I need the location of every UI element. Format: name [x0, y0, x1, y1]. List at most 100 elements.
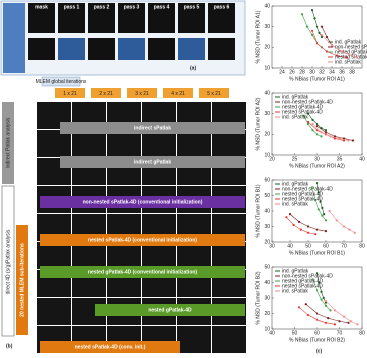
method-label: non-nested sPatlak-4D (conventional init… [83, 199, 203, 205]
x-tick-label: 24 [279, 69, 285, 75]
x-tick-label: 30 [309, 69, 315, 75]
column-label: 4 x 21 [171, 91, 185, 97]
side-bar [16, 225, 28, 335]
pass-label: pass 1 [64, 4, 80, 10]
data-point [321, 214, 324, 217]
data-point [353, 231, 356, 234]
legend-label: nested sPatlak-4D [282, 283, 323, 289]
method-band [40, 196, 245, 208]
y-tick-label: 30 [264, 295, 270, 301]
y-tick-label: 20 [264, 311, 270, 317]
method-label: nested gPatlak-4D (conventional initiali… [88, 269, 198, 275]
legend-label: ind. gPatlak [282, 94, 309, 100]
data-point [285, 216, 288, 219]
data-point [324, 301, 328, 304]
y-tick-label: 10 [264, 65, 270, 71]
method-band [60, 122, 245, 134]
data-point [310, 29, 314, 32]
image-tile [72, 130, 106, 157]
pass-label: pass 3 [124, 4, 140, 10]
y-tick-label: 30 [264, 224, 270, 230]
x-tick-label: 30 [314, 156, 320, 162]
legend-label: ind. sPatlak [282, 114, 308, 120]
data-point [319, 200, 322, 203]
legend-label: non-nested sPatlak-4D [335, 44, 367, 50]
data-point [315, 25, 319, 28]
data-point [320, 135, 323, 138]
data-point [329, 309, 332, 312]
data-point [324, 230, 328, 233]
data-point [342, 315, 346, 318]
data-point [325, 50, 329, 53]
data-point [330, 44, 334, 47]
data-point [320, 25, 324, 28]
x-tick-label: 35 [337, 156, 343, 162]
x-tick-label: 25 [292, 156, 298, 162]
data-point [311, 122, 314, 126]
y-tick-label: 50 [264, 264, 270, 270]
method-band [40, 341, 180, 353]
data-point [315, 318, 319, 321]
data-point [320, 131, 323, 134]
legend-label: non-nested sPatlak-4D [282, 273, 333, 279]
data-point [342, 137, 346, 140]
x-tick-label: 40 [359, 156, 365, 162]
data-point [327, 317, 330, 320]
data-point [305, 25, 309, 28]
data-point [313, 17, 316, 20]
legend-label: nested gPatlak-4D [282, 104, 324, 110]
x-tick-label: 50 [292, 330, 298, 336]
data-point [292, 223, 295, 227]
legend-label: nested sPatlak-4D [282, 109, 323, 115]
x-tick-label: 36 [339, 69, 345, 75]
data-point [322, 296, 325, 300]
data-point [306, 225, 310, 228]
method-label: indirect gPatlak [134, 159, 171, 165]
data-point [315, 228, 319, 231]
data-point [306, 112, 310, 115]
image-tile [58, 3, 85, 33]
x-axis-label: % NBias (Tumor ROI B2) [289, 337, 345, 343]
panel-label: (a) [190, 65, 196, 71]
model-box [118, 38, 145, 60]
data-point [310, 9, 314, 12]
y-axis-label: % NSD (Tumor ROI B1) [255, 184, 261, 237]
x-tick-label: 80 [359, 330, 365, 336]
data-point [324, 131, 328, 134]
image-tile [107, 242, 141, 269]
model-box [178, 38, 205, 60]
image-tile [72, 242, 106, 269]
panel-label: (b) [6, 343, 13, 349]
image-tile [178, 3, 205, 33]
iterations-label: MLEM global iterations [36, 79, 87, 85]
data-point [297, 220, 301, 223]
data-point [342, 139, 346, 142]
data-point [306, 231, 310, 234]
data-point [329, 135, 332, 138]
y-tick-label: 30 [264, 111, 270, 117]
method-band [40, 266, 245, 278]
data-point [349, 320, 352, 323]
y-tick-label: 20 [264, 239, 270, 245]
y-axis-label: % NSD (Tumor ROI A2) [255, 97, 261, 150]
image-tile [212, 242, 246, 269]
x-tick-label: 60 [323, 243, 329, 249]
x-tick-label: 50 [305, 243, 311, 249]
y-axis-label: % NSD (Tumor ROI B2) [255, 271, 261, 324]
data-point [315, 124, 319, 128]
column-label: 3 x 21 [135, 91, 149, 97]
data-point [311, 129, 314, 132]
data-point [320, 33, 324, 37]
x-tick-label: 20 [269, 156, 275, 162]
data-point [315, 312, 319, 315]
y-tick-label: 10 [264, 152, 270, 158]
data-point [335, 54, 339, 57]
data-point [328, 209, 331, 213]
side-label: 20 nested MLEM sub-iterations [19, 243, 25, 317]
data-point [333, 135, 337, 138]
column-label: 2 x 21 [99, 91, 113, 97]
data-point [306, 120, 310, 124]
data-point [317, 191, 320, 194]
data-point [324, 321, 328, 324]
data-point [333, 323, 337, 326]
